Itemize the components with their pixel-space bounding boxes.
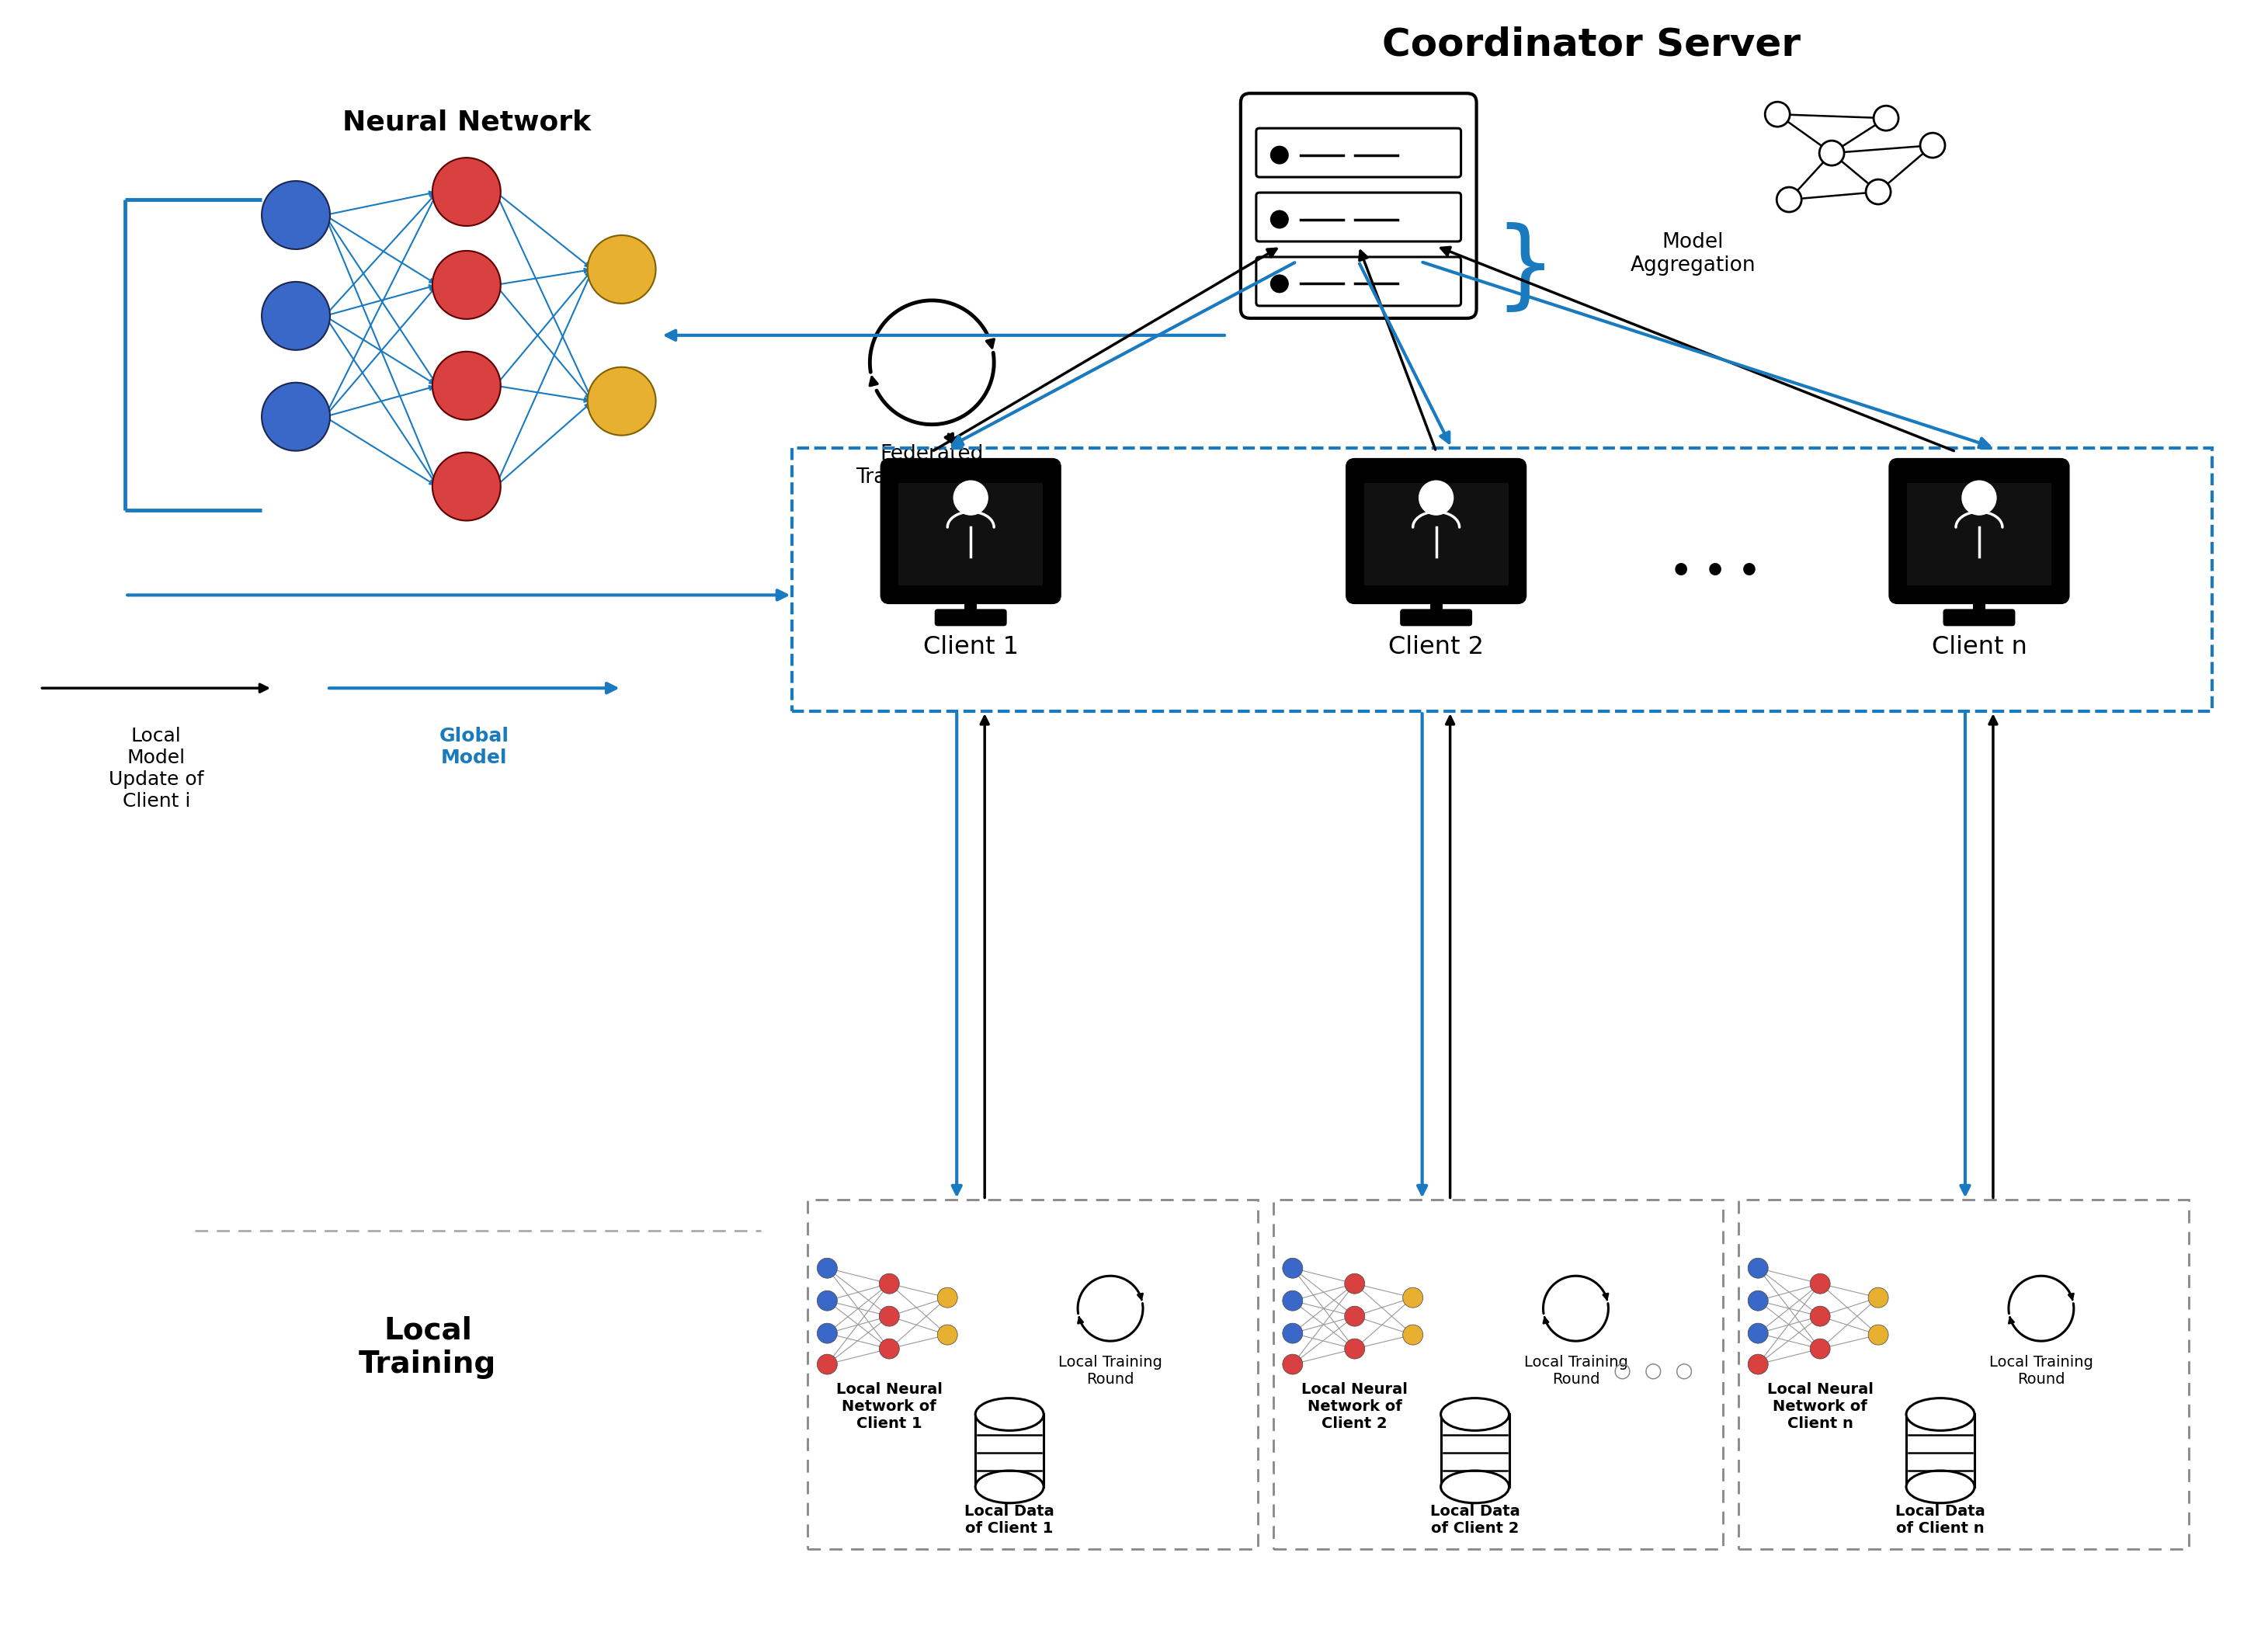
- Text: Local Training
Round: Local Training Round: [1524, 1355, 1628, 1387]
- Text: ○  ○  ○: ○ ○ ○: [1613, 1360, 1694, 1380]
- Ellipse shape: [1905, 1470, 1975, 1503]
- FancyBboxPatch shape: [1256, 128, 1461, 177]
- Circle shape: [433, 352, 501, 421]
- FancyBboxPatch shape: [1429, 595, 1442, 613]
- FancyBboxPatch shape: [1347, 460, 1526, 603]
- Circle shape: [1749, 1291, 1769, 1311]
- Circle shape: [937, 1324, 957, 1346]
- Circle shape: [1776, 187, 1801, 212]
- Text: Local
Model
Update of
Client i: Local Model Update of Client i: [109, 726, 204, 810]
- Circle shape: [1281, 1291, 1302, 1311]
- FancyBboxPatch shape: [1889, 460, 2068, 603]
- Circle shape: [880, 1306, 900, 1326]
- FancyBboxPatch shape: [898, 483, 1043, 587]
- FancyBboxPatch shape: [882, 460, 1059, 603]
- FancyBboxPatch shape: [1256, 256, 1461, 306]
- Circle shape: [433, 251, 501, 319]
- Text: Client 1: Client 1: [923, 636, 1018, 659]
- Circle shape: [1810, 1306, 1830, 1326]
- Ellipse shape: [975, 1398, 1043, 1431]
- Circle shape: [1873, 105, 1898, 130]
- Text: Local Data
of Client 2: Local Data of Client 2: [1431, 1503, 1520, 1536]
- Circle shape: [1345, 1306, 1365, 1326]
- Circle shape: [1345, 1339, 1365, 1359]
- Text: Client 2: Client 2: [1388, 636, 1483, 659]
- Text: }: }: [1495, 222, 1556, 317]
- Circle shape: [1921, 133, 1946, 158]
- Circle shape: [880, 1273, 900, 1293]
- Circle shape: [1270, 274, 1288, 292]
- Circle shape: [1404, 1288, 1422, 1308]
- Circle shape: [1270, 210, 1288, 228]
- Circle shape: [1810, 1339, 1830, 1359]
- Text: Model
Aggregation: Model Aggregation: [1631, 232, 1755, 276]
- FancyBboxPatch shape: [1944, 610, 2016, 626]
- Text: Local
Training: Local Training: [358, 1316, 497, 1378]
- Circle shape: [433, 158, 501, 227]
- Circle shape: [880, 1339, 900, 1359]
- Circle shape: [1345, 1273, 1365, 1293]
- Circle shape: [953, 481, 989, 514]
- Circle shape: [261, 181, 329, 250]
- Circle shape: [1420, 481, 1454, 514]
- FancyBboxPatch shape: [1241, 94, 1476, 319]
- Circle shape: [587, 235, 655, 304]
- Text: Local Data
of Client n: Local Data of Client n: [1896, 1503, 1984, 1536]
- Circle shape: [1810, 1273, 1830, 1293]
- FancyBboxPatch shape: [934, 610, 1007, 626]
- Circle shape: [1869, 1324, 1889, 1346]
- Circle shape: [816, 1259, 837, 1278]
- Circle shape: [433, 452, 501, 521]
- FancyBboxPatch shape: [1363, 483, 1508, 587]
- Circle shape: [1962, 481, 1996, 514]
- Circle shape: [261, 283, 329, 350]
- Text: Global
Model: Global Model: [440, 726, 510, 767]
- Circle shape: [816, 1291, 837, 1311]
- Circle shape: [1281, 1354, 1302, 1375]
- Circle shape: [261, 383, 329, 450]
- Circle shape: [816, 1323, 837, 1344]
- Text: Local Neural
Network of
Client 1: Local Neural Network of Client 1: [837, 1382, 943, 1431]
- Circle shape: [1749, 1259, 1769, 1278]
- Circle shape: [1867, 179, 1892, 204]
- Text: • • •: • • •: [1669, 555, 1760, 588]
- Circle shape: [1281, 1323, 1302, 1344]
- Text: Local Data
of Client 1: Local Data of Client 1: [964, 1503, 1055, 1536]
- Text: Local Training
Round: Local Training Round: [1989, 1355, 2093, 1387]
- Circle shape: [1749, 1323, 1769, 1344]
- Circle shape: [1404, 1324, 1422, 1346]
- Text: Coordinator Server: Coordinator Server: [1381, 26, 1801, 62]
- Circle shape: [1765, 102, 1789, 127]
- Text: Federated
Training Round: Federated Training Round: [855, 444, 1009, 488]
- FancyBboxPatch shape: [1973, 595, 1984, 613]
- Ellipse shape: [1440, 1398, 1508, 1431]
- Circle shape: [1270, 146, 1288, 164]
- Ellipse shape: [975, 1470, 1043, 1503]
- FancyBboxPatch shape: [964, 595, 978, 613]
- Text: Local Neural
Network of
Client 2: Local Neural Network of Client 2: [1302, 1382, 1408, 1431]
- Text: Local Neural
Network of
Client n: Local Neural Network of Client n: [1767, 1382, 1873, 1431]
- Circle shape: [816, 1354, 837, 1375]
- Text: Client n: Client n: [1932, 636, 2028, 659]
- Text: Neural Network: Neural Network: [342, 108, 590, 135]
- Ellipse shape: [1440, 1470, 1508, 1503]
- Circle shape: [1869, 1288, 1889, 1308]
- Circle shape: [1281, 1259, 1302, 1278]
- Circle shape: [1749, 1354, 1769, 1375]
- FancyBboxPatch shape: [1907, 483, 2050, 587]
- Circle shape: [587, 366, 655, 435]
- Circle shape: [1819, 141, 1844, 166]
- FancyBboxPatch shape: [1256, 192, 1461, 242]
- Circle shape: [937, 1288, 957, 1308]
- Text: Local Training
Round: Local Training Round: [1059, 1355, 1161, 1387]
- FancyBboxPatch shape: [1399, 610, 1472, 626]
- Ellipse shape: [1905, 1398, 1975, 1431]
